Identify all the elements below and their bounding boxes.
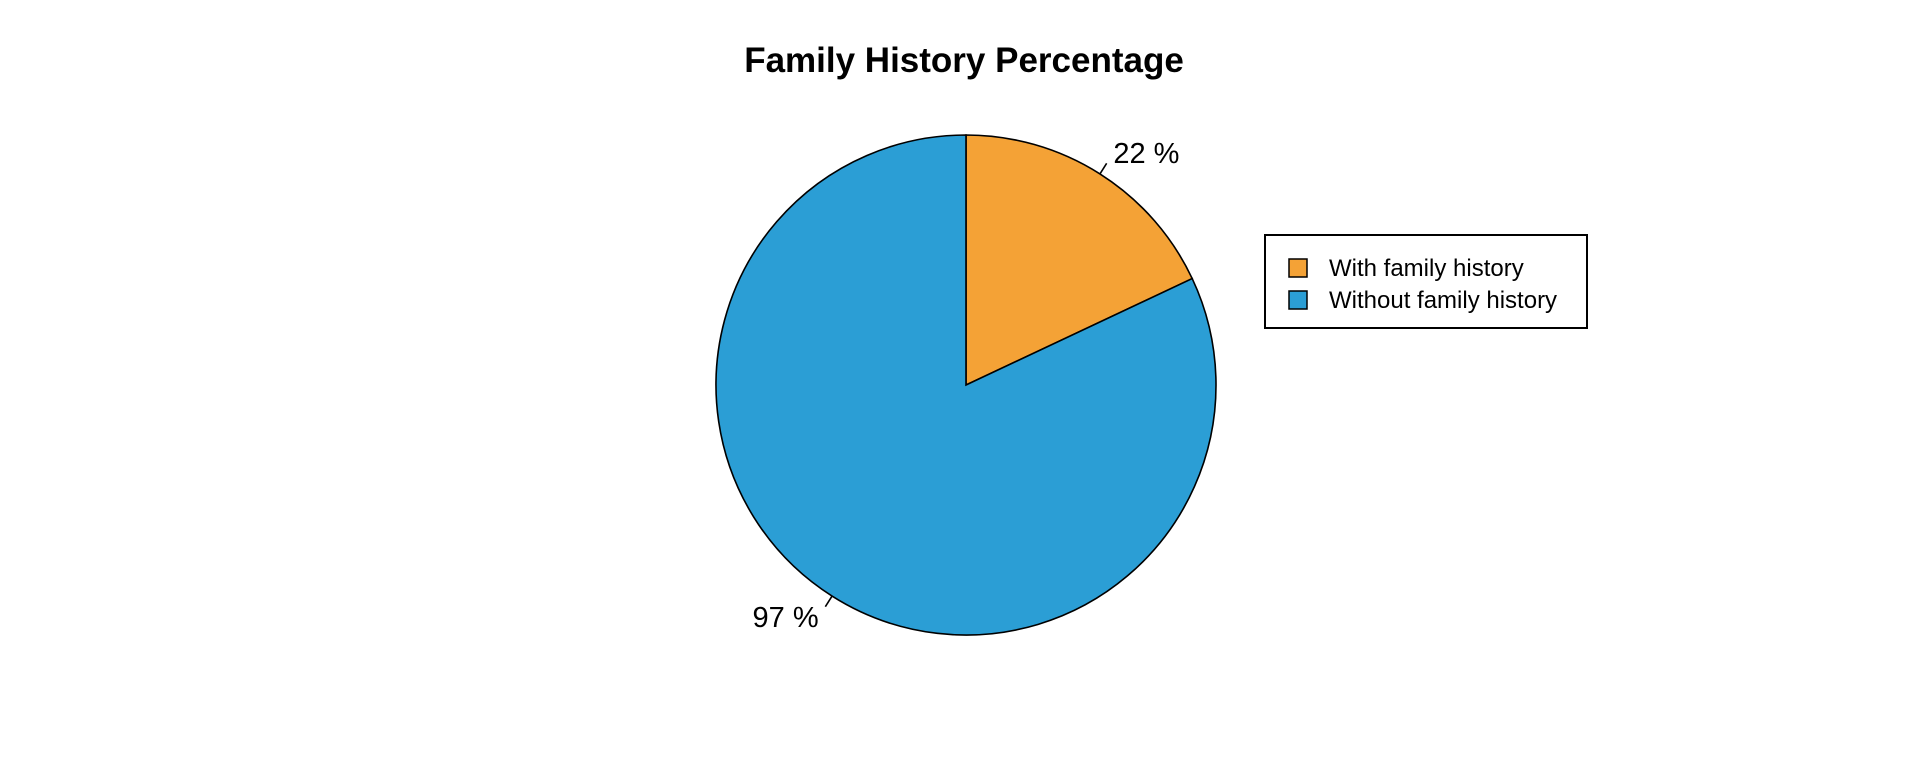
legend-swatch-1 — [1288, 258, 1308, 278]
legend-label-2: Without family history — [1329, 287, 1557, 314]
slice-label-tick-1 — [1099, 162, 1108, 175]
pie-slices — [715, 134, 1217, 636]
legend-label-1: With family history — [1329, 255, 1524, 282]
pie-slice-2 — [715, 134, 1217, 636]
slice-labels: 22 % 97 % — [753, 138, 1180, 634]
legend: With family history Without family histor… — [1264, 234, 1588, 329]
slice-label-2: 97 % — [753, 602, 819, 634]
legend-box — [1264, 234, 1588, 329]
chart-title: Family History Percentage — [744, 41, 1184, 80]
slice-label-tick-2 — [824, 595, 833, 608]
legend-items: With family history Without family histor… — [1288, 255, 1557, 314]
legend-swatch-2 — [1288, 290, 1308, 310]
slice-label-1: 22 % — [1113, 138, 1179, 170]
